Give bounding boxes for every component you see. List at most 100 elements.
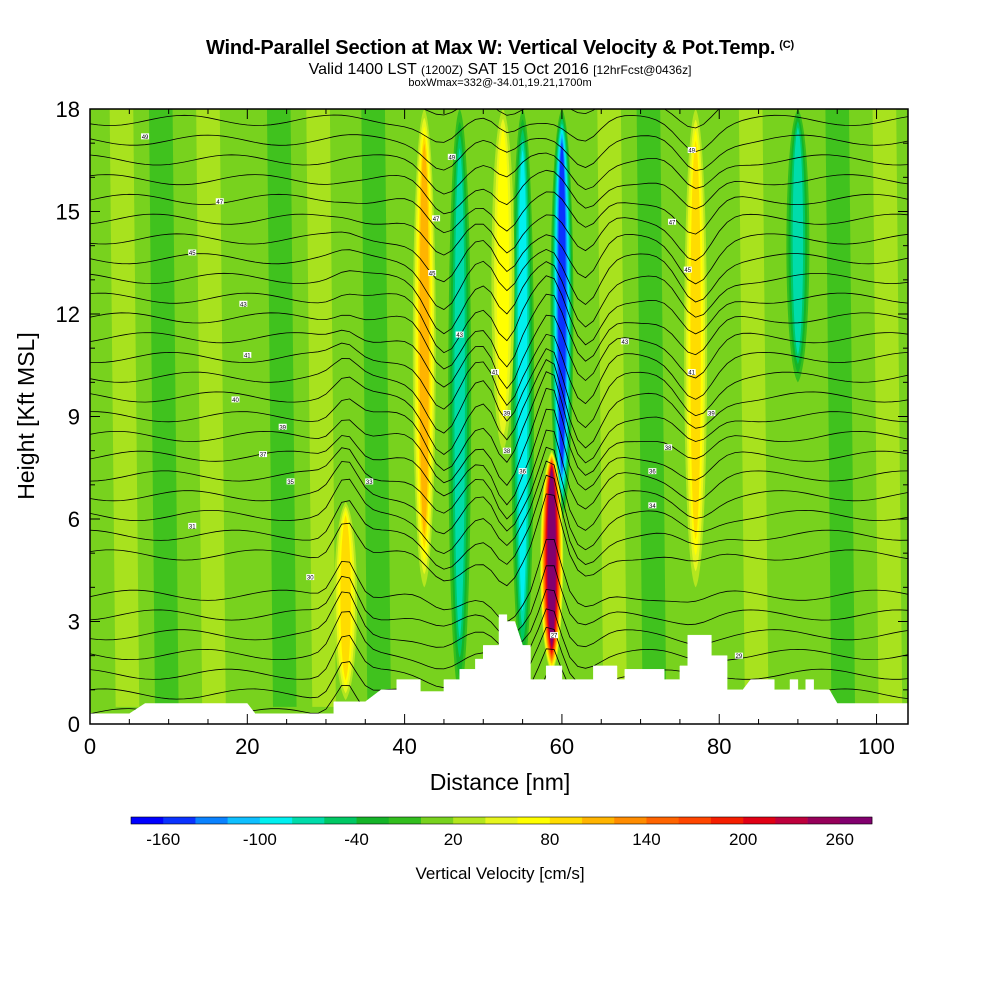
theta-label-box xyxy=(141,133,150,140)
theta-label: 39 xyxy=(708,412,715,418)
theta-label-box xyxy=(620,338,629,345)
velocity-band xyxy=(872,109,903,707)
plot-clip-group: 49 47 45 43 41 40 39 37 35 33 31 30 49 47 45 43 41 39 38 36… xyxy=(90,76,908,724)
theta-label: 47 xyxy=(433,217,440,223)
colorbar-swatch xyxy=(549,817,583,824)
y-tick-label: 15 xyxy=(56,200,80,225)
theta-label: 41 xyxy=(244,354,251,360)
theta-label-box xyxy=(734,652,743,659)
colorbar-swatch xyxy=(292,817,325,824)
updraft-plume xyxy=(340,515,351,681)
colorbar-swatch xyxy=(710,817,744,824)
colorbar-swatch xyxy=(517,817,551,824)
chart-title-unit: (C) xyxy=(779,39,794,51)
theta-contour xyxy=(90,261,908,335)
theta-label: 38 xyxy=(665,446,672,452)
theta-contour xyxy=(90,76,908,101)
colorbar-swatch xyxy=(678,817,712,824)
theta-contour xyxy=(90,348,908,434)
theta-contour xyxy=(90,314,908,390)
theta-label-box xyxy=(215,198,224,205)
y-tick-label: 18 xyxy=(56,97,80,122)
updraft-plume xyxy=(548,470,555,643)
theta-label-box xyxy=(231,396,240,403)
theta-contour xyxy=(90,114,908,153)
velocity-band xyxy=(825,109,856,707)
y-tick-label: 12 xyxy=(56,302,80,327)
velocity-band xyxy=(266,109,297,707)
theta-label: 36 xyxy=(649,470,656,476)
colorbar-frame xyxy=(130,816,873,825)
colorbar-swatch xyxy=(420,817,454,824)
theta-label: 43 xyxy=(240,302,247,308)
theta-label-box xyxy=(687,147,696,153)
theta-contour xyxy=(90,446,908,535)
colorbar-title: Vertical Velocity [cm/s] xyxy=(415,864,585,883)
colorbar-swatch xyxy=(259,817,293,824)
theta-label-box xyxy=(683,266,692,273)
theta-label: 49 xyxy=(142,135,149,141)
valid-time-z: (1200Z) xyxy=(420,63,463,77)
theta-label: 34 xyxy=(649,504,656,510)
theta-contour xyxy=(90,275,908,354)
theta-label-box xyxy=(447,153,456,160)
theta-label: 45 xyxy=(429,272,436,278)
theta-label-box xyxy=(286,478,295,485)
theta-label-box xyxy=(668,218,677,225)
theta-label: 45 xyxy=(189,251,196,257)
theta-label-box xyxy=(502,447,511,454)
theta-label-box xyxy=(188,249,197,256)
chart-title-text: Wind-Parallel Section at Max W: Vertical… xyxy=(206,37,776,59)
theta-label-box xyxy=(491,369,500,376)
theta-contour xyxy=(90,191,908,235)
x-tick-label: 60 xyxy=(550,734,574,759)
theta-label: 40 xyxy=(232,398,239,404)
theta-contour xyxy=(90,387,908,487)
theta-label-box xyxy=(502,410,511,417)
colorbar-swatch xyxy=(356,817,390,824)
theta-label: 30 xyxy=(307,576,314,582)
y-tick-label: 9 xyxy=(68,405,80,430)
chart-subtitle-2: boxWmax=332@-34.01,19.21,1700m xyxy=(408,77,592,89)
colorbar-tick-label: -160 xyxy=(146,830,180,849)
y-tick-label: 0 xyxy=(68,712,80,737)
colorbar-swatch xyxy=(227,817,261,824)
updraft-plume xyxy=(690,140,701,540)
colorbar-swatch xyxy=(485,817,518,824)
theta-label: 39 xyxy=(279,425,286,431)
colorbar-tick-label: 140 xyxy=(632,830,660,849)
x-tick-label: 40 xyxy=(392,734,416,759)
theta-label: 39 xyxy=(504,412,511,418)
theta-label: 45 xyxy=(684,268,691,274)
x-tick-label: 20 xyxy=(235,734,259,759)
theta-label-box xyxy=(707,410,716,417)
theta-label: 29 xyxy=(736,654,743,660)
theta-label-box xyxy=(648,468,657,475)
theta-contour xyxy=(90,493,908,587)
theta-contour xyxy=(90,248,908,310)
chart-subtitle: Valid 1400 LST (1200Z) SAT 15 Oct 2016 [… xyxy=(0,61,1000,79)
colorbar-swatch xyxy=(131,817,164,824)
colorbar-tick-label: 260 xyxy=(826,830,854,849)
theta-label-box xyxy=(365,478,374,485)
colorbar-swatch xyxy=(775,817,808,824)
theta-label: 27 xyxy=(551,634,558,640)
theta-label: 41 xyxy=(688,371,695,377)
y-tick-label: 6 xyxy=(68,507,80,532)
colorbar: -160 -100 -40 20 80 140 200 260 xyxy=(130,816,873,849)
velocity-band xyxy=(738,109,769,707)
theta-contour xyxy=(90,169,908,215)
theta-contour xyxy=(422,109,720,129)
velocity-band xyxy=(196,109,226,707)
theta-contour xyxy=(90,474,908,570)
theta-contour xyxy=(90,460,908,555)
downdraft-plume xyxy=(454,148,465,638)
theta-label-box xyxy=(687,369,696,376)
y-tick-label: 3 xyxy=(68,610,80,635)
theta-contour xyxy=(90,134,908,172)
theta-label: 35 xyxy=(287,480,294,486)
theta-contour xyxy=(90,371,908,471)
theta-label-box xyxy=(243,352,252,358)
